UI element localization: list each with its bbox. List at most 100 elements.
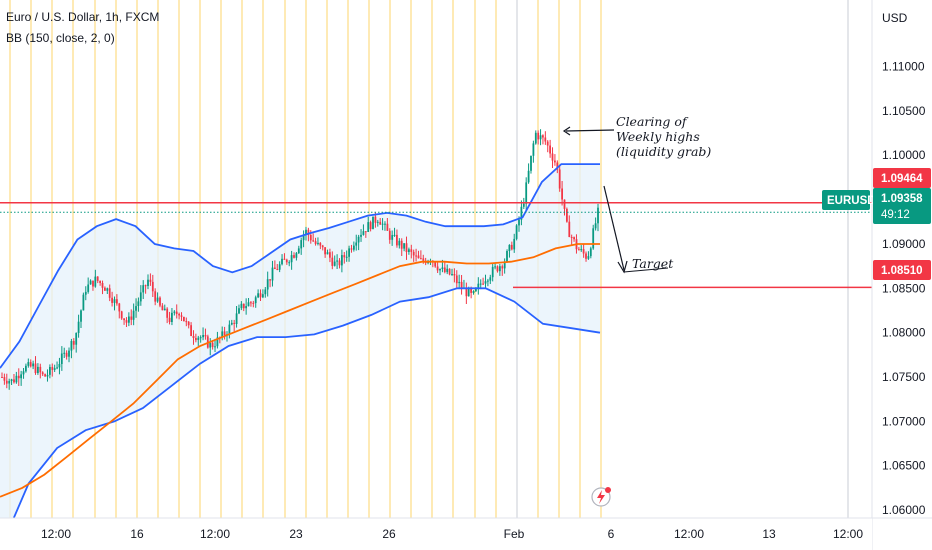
candle-body xyxy=(250,302,252,304)
price-axis[interactable]: 1.110001.105001.100001.095001.090001.085… xyxy=(882,60,926,518)
band-fill xyxy=(0,164,600,550)
candle-body xyxy=(245,306,247,309)
candle-body xyxy=(446,268,449,273)
candle-body xyxy=(247,302,250,307)
resistance-badge-value: 1.09464 xyxy=(881,173,923,185)
candle-body xyxy=(534,132,537,144)
candle-body xyxy=(393,234,396,236)
candle-body xyxy=(460,281,463,289)
candle-body xyxy=(372,216,374,230)
candle-body xyxy=(101,283,104,288)
candle-body xyxy=(211,342,214,347)
candle-body xyxy=(578,249,580,251)
candle-body xyxy=(257,293,259,298)
candle-body xyxy=(240,303,243,309)
candle-body xyxy=(544,137,547,142)
candle-body xyxy=(458,281,461,284)
target-arrow-line xyxy=(603,185,625,271)
candle-body xyxy=(475,288,477,291)
candle-body xyxy=(154,291,157,302)
time-tick-label: Feb xyxy=(504,527,525,541)
flash-icon[interactable] xyxy=(591,487,611,507)
candle-body xyxy=(106,288,109,291)
candle-body xyxy=(522,203,525,207)
candle-body xyxy=(56,367,58,369)
candle-body xyxy=(34,363,37,373)
candle-body xyxy=(195,338,197,341)
candle-body xyxy=(252,302,255,304)
candle-body xyxy=(283,258,286,260)
indicator-legend[interactable]: BB (150, close, 2, 0) xyxy=(6,31,115,45)
candle-body xyxy=(587,256,590,259)
candle-body xyxy=(230,322,233,325)
candle-body xyxy=(120,311,123,319)
candle-body xyxy=(439,269,441,271)
candle-body xyxy=(448,268,451,275)
candle-body xyxy=(65,352,68,357)
countdown-value: 49:12 xyxy=(881,209,910,221)
candle-body xyxy=(374,216,377,223)
candle-body xyxy=(269,279,271,281)
candle-body xyxy=(178,313,180,316)
symbol-badge-text: EURUSD xyxy=(827,195,876,207)
candle-body xyxy=(570,237,573,238)
candle-body xyxy=(99,280,101,283)
candle-body xyxy=(297,248,300,254)
candle-body xyxy=(369,222,372,230)
candle-body xyxy=(551,153,554,161)
price-tick-label: 1.08000 xyxy=(882,326,926,340)
candle-body xyxy=(70,341,73,351)
candle-body xyxy=(364,231,367,233)
time-tick-label: 12:00 xyxy=(833,527,863,541)
candle-body xyxy=(228,324,231,335)
candle-body xyxy=(171,312,173,322)
current-price-value: 1.09358 xyxy=(881,193,923,205)
candle-body xyxy=(254,297,257,304)
candle-body xyxy=(412,251,415,256)
candle-body xyxy=(147,279,149,286)
time-axis[interactable]: 12:00 16 12:00 23 26 Feb 6 12:00 13 12:00 xyxy=(41,527,863,541)
candle-body xyxy=(558,169,561,189)
candles xyxy=(1,129,599,390)
candle-body xyxy=(75,333,78,345)
candle-body xyxy=(175,311,178,314)
candle-body xyxy=(135,306,137,311)
candle-body xyxy=(192,336,195,338)
candle-body xyxy=(398,240,401,246)
candle-body xyxy=(417,255,420,259)
candle-body xyxy=(233,322,236,324)
candle-body xyxy=(582,249,585,254)
candle-body xyxy=(159,297,161,306)
candle-body xyxy=(8,381,11,384)
candle-body xyxy=(491,266,494,278)
candle-body xyxy=(573,237,575,240)
candle-body xyxy=(345,256,348,258)
drawings[interactable] xyxy=(562,126,669,274)
candle-body xyxy=(467,288,470,297)
candle-body xyxy=(489,277,492,281)
candle-body xyxy=(496,266,499,272)
candle-body xyxy=(415,255,417,257)
candle-body xyxy=(443,267,446,273)
candle-body xyxy=(216,337,219,347)
candle-body xyxy=(44,374,46,377)
symbol-title[interactable]: Euro / U.S. Dollar, 1h, FXCM xyxy=(6,10,160,24)
candle-body xyxy=(80,310,82,322)
candle-body xyxy=(49,367,51,375)
candle-body xyxy=(355,242,358,246)
candle-body xyxy=(137,301,140,306)
candle-body xyxy=(307,229,310,236)
candle-body xyxy=(17,375,20,379)
candle-body xyxy=(111,297,113,303)
candle-body xyxy=(336,260,338,262)
candle-body xyxy=(592,228,595,249)
candle-body xyxy=(580,249,583,251)
target-label: Target xyxy=(632,256,674,271)
candle-body xyxy=(151,281,154,292)
candle-body xyxy=(420,258,422,260)
basis-line xyxy=(0,243,600,498)
candle-body xyxy=(441,267,444,269)
target-underline xyxy=(623,267,669,273)
candle-body xyxy=(68,350,70,357)
